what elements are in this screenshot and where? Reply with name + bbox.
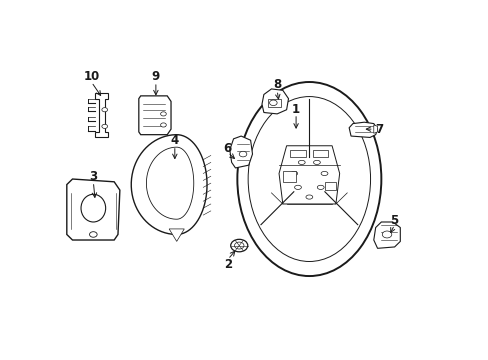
Text: 2: 2 [224,258,231,271]
Ellipse shape [102,124,107,129]
Polygon shape [262,89,288,114]
Polygon shape [279,146,339,204]
Ellipse shape [102,108,107,112]
Ellipse shape [81,194,105,222]
Ellipse shape [269,100,277,105]
Ellipse shape [290,171,297,176]
Polygon shape [348,122,377,138]
Polygon shape [139,96,171,135]
Polygon shape [67,179,120,240]
Ellipse shape [317,185,324,189]
Polygon shape [146,147,193,219]
Ellipse shape [160,112,166,116]
Ellipse shape [294,185,301,189]
Ellipse shape [234,242,244,249]
Text: 9: 9 [151,70,160,83]
Ellipse shape [313,160,320,165]
Ellipse shape [160,123,166,127]
Text: 10: 10 [83,70,100,83]
Bar [312,150,327,157]
Text: 5: 5 [390,214,398,227]
Ellipse shape [382,231,391,238]
Polygon shape [229,136,252,168]
Text: 1: 1 [291,103,300,116]
Polygon shape [131,135,206,234]
Bar [324,182,335,190]
Polygon shape [373,222,400,248]
Bar [290,150,305,157]
Ellipse shape [298,160,305,165]
Polygon shape [95,93,108,138]
Bar [267,99,280,107]
Bar [282,171,295,182]
Ellipse shape [247,96,370,261]
Ellipse shape [237,82,381,276]
Polygon shape [169,229,184,242]
Text: 4: 4 [170,134,179,147]
Text: 8: 8 [272,78,281,91]
Text: 6: 6 [224,142,231,155]
Text: 7: 7 [375,123,383,136]
Polygon shape [373,125,377,133]
Ellipse shape [305,195,312,199]
Ellipse shape [89,232,97,237]
Ellipse shape [239,151,246,157]
Ellipse shape [230,239,247,252]
Ellipse shape [321,171,327,176]
Text: 3: 3 [89,170,97,183]
